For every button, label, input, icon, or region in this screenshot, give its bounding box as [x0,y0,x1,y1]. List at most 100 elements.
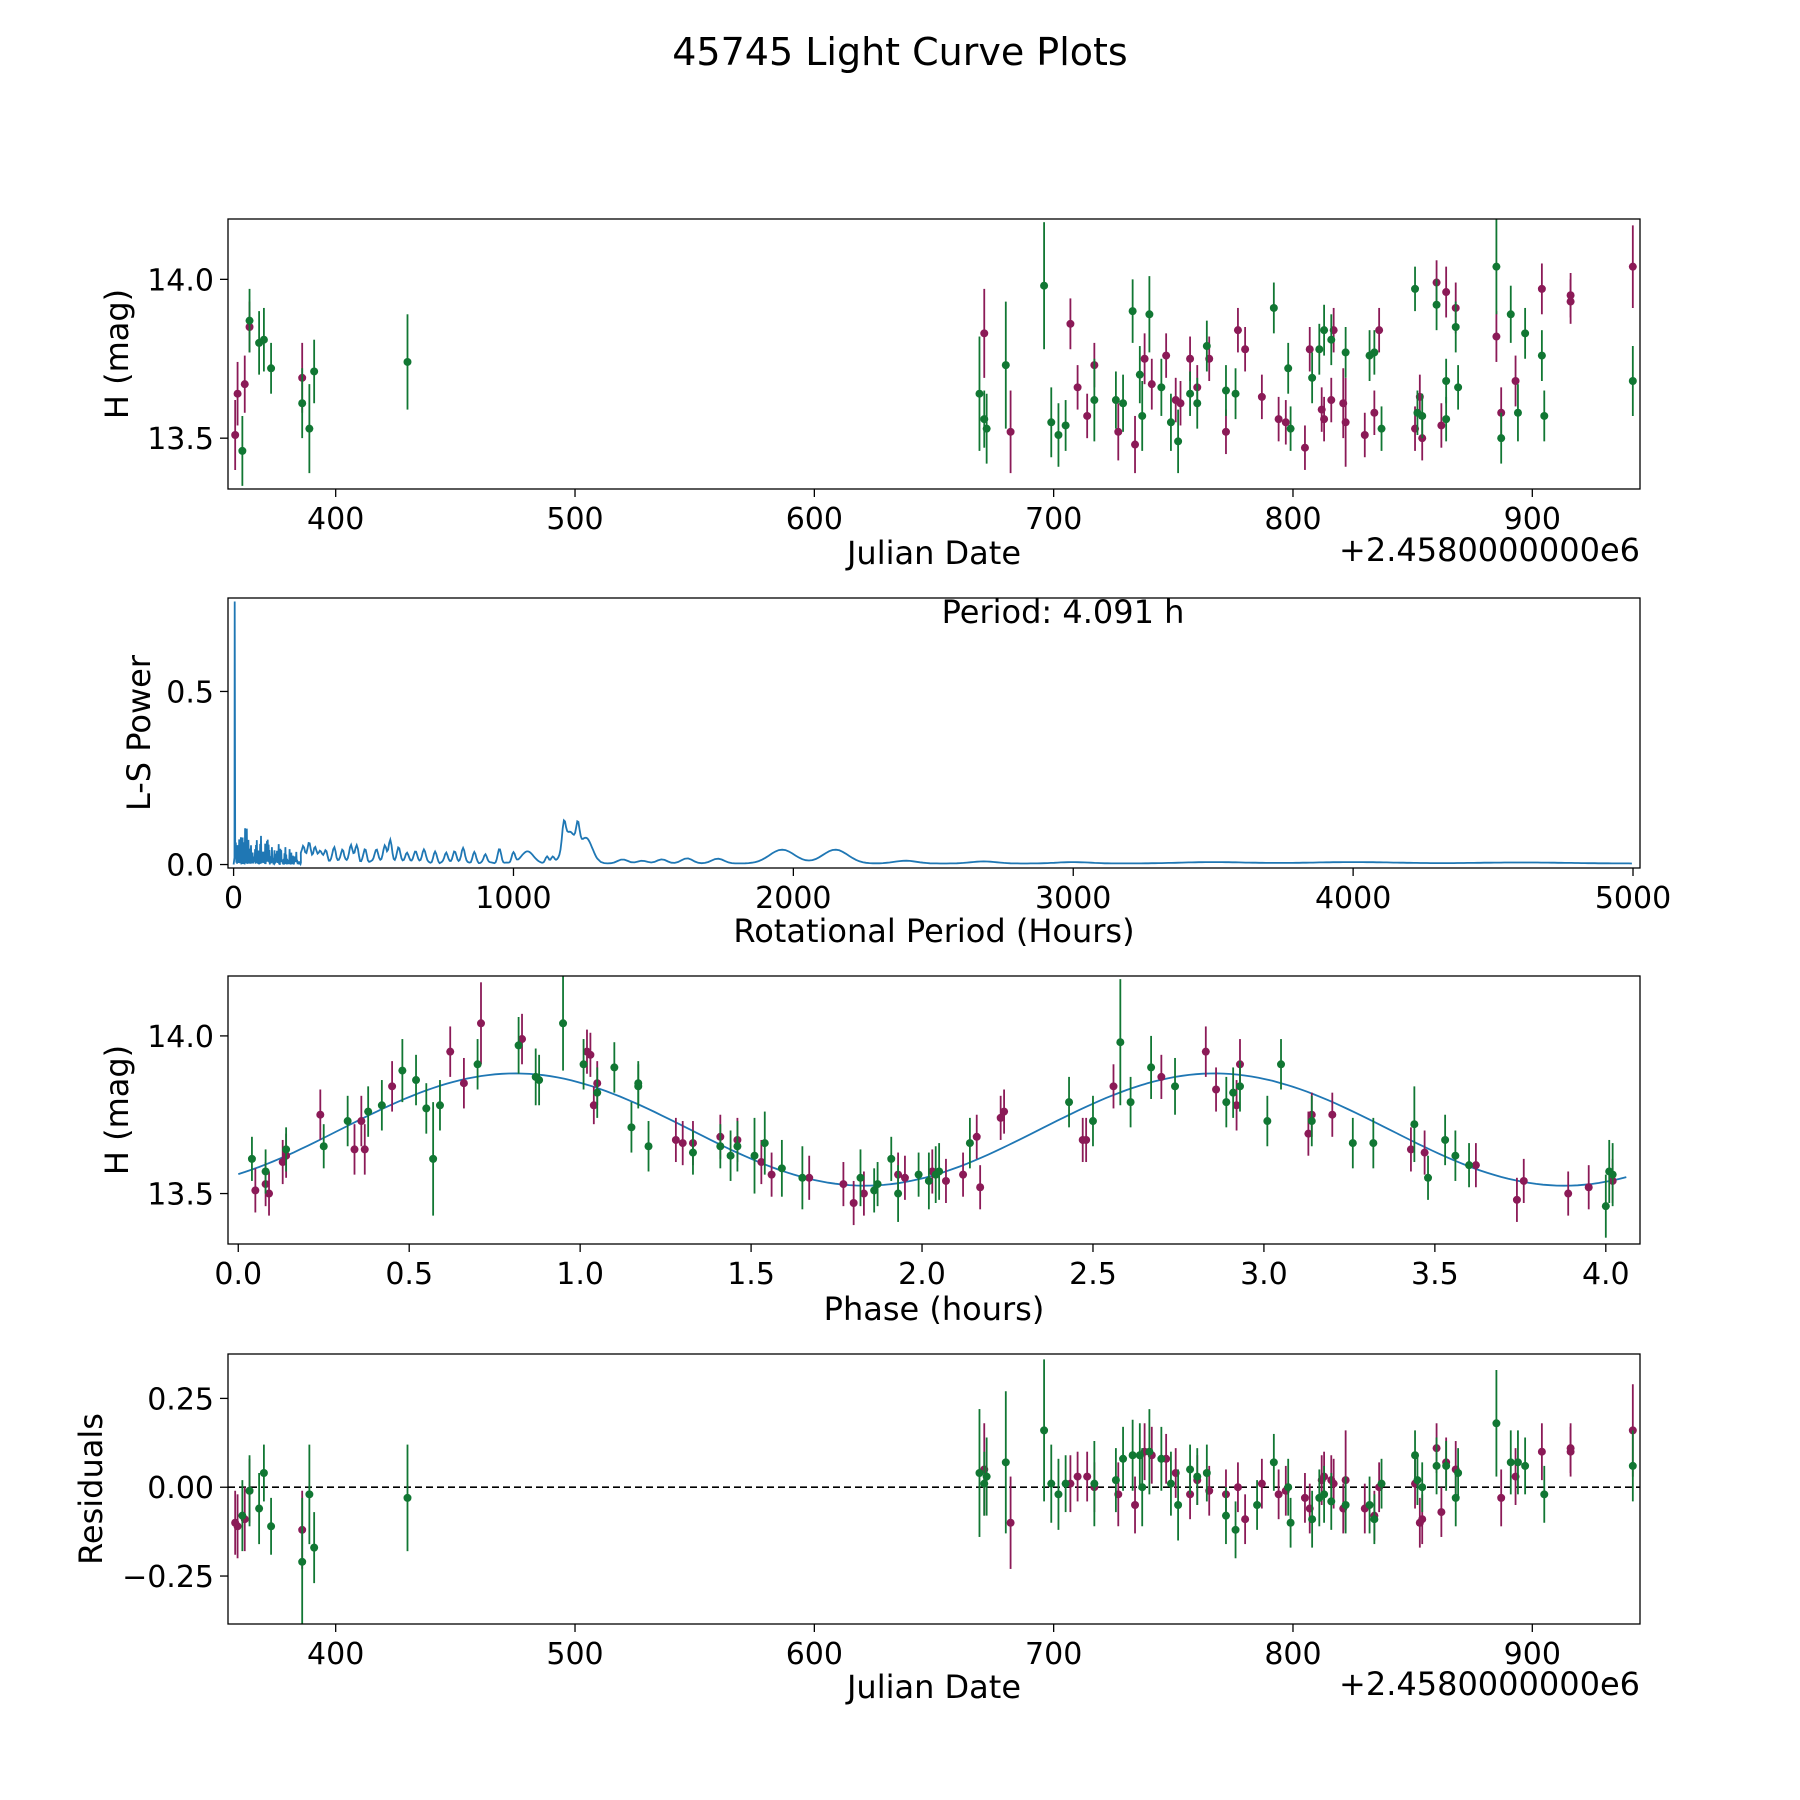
phased-point-green [514,1016,523,1074]
lightcurve-point-red [1537,263,1546,315]
residuals-x-ticks: 400 500 600 700 800 900 [307,1624,1561,1672]
periodogram-marks [232,601,1632,867]
lightcurve-point-red [1083,393,1092,439]
lightcurve-point-green [1492,219,1501,315]
residuals-point-red [1241,1494,1250,1545]
residuals-point-green [1090,1441,1099,1527]
lightcurve-point-green [1061,400,1070,451]
lightcurve-point-red [1140,333,1149,385]
phased-point-green [559,976,568,1071]
phased-point-red [1584,1165,1593,1210]
phased-point-green [364,1086,373,1137]
lightcurve-point-green [982,393,991,464]
lightcurve-point-red [1492,311,1501,362]
phased-point-red [1304,1111,1313,1156]
residuals-point-green [1193,1448,1202,1505]
phased-point-red [1201,1026,1210,1077]
phased-point-green [319,1124,328,1169]
lightcurve-point-green [1418,393,1427,439]
residuals-x-tick-label: 700 [1025,1637,1082,1672]
lightcurve-point-red [1147,358,1156,410]
residuals-point-green [1308,1490,1317,1548]
lightcurve-point-green [1001,301,1010,429]
lightcurve-point-green [1320,304,1329,356]
periodogram-y-ticks: 0.0 0.5 [166,675,228,884]
phased-point-green [1410,1086,1419,1163]
residuals-point-green [1506,1430,1515,1495]
residuals-point-red [1537,1423,1546,1481]
lightcurve-point-green [1174,409,1183,474]
periodogram-x-tick-label: 0 [224,881,243,916]
residuals-x-tick-label: 500 [546,1637,603,1672]
lightcurve-point-green [1432,279,1441,331]
figure-title: 45745 Light Curve Plots [672,30,1127,74]
phased-point-green [716,1124,725,1169]
phased-point-green [1171,1057,1180,1115]
lightcurve-point-green [1202,320,1211,372]
lightcurve-y-tick-label: 13.5 [147,422,214,457]
phased-point-green [1235,1061,1244,1112]
phased-x-ticks: 0.0 0.5 1.0 1.5 2.0 2.5 3.0 3.5 4.0 [214,1244,1630,1292]
lightcurve-point-red [1375,307,1384,353]
lightcurve-point-red [233,361,242,426]
periodogram-panel: 0 1000 2000 3000 4000 5000 0.0 0.5 Period: 4.0… [120,593,1671,950]
phased-point-green [644,1121,653,1172]
periodogram-y-tick-label: 0.0 [166,849,214,884]
phased-point-red [839,1162,848,1207]
lightcurve-point-green [1341,327,1350,378]
phased-x-tick-label: 2.5 [1069,1257,1117,1292]
lightcurve-point-red [1114,403,1123,461]
phased-point-green [610,1042,619,1093]
residuals-point-red [1437,1487,1446,1537]
residuals-point-green [1202,1444,1211,1502]
phased-x-tick-label: 3.0 [1240,1257,1288,1292]
lightcurve-point-green [1269,282,1278,334]
lightcurve-point-green [1513,384,1522,442]
lightcurve-point-red [1341,377,1350,467]
lightcurve-point-red [1006,390,1015,474]
residuals-point-red [1073,1451,1082,1502]
lightcurve-point-red [1274,396,1283,442]
residuals-point-green [1341,1476,1350,1534]
phased-point-green [894,1165,903,1222]
residuals-point-green [1327,1473,1336,1530]
phased-y-tick-label: 14.0 [147,1020,214,1055]
lightcurve-point-green [1135,346,1144,404]
residuals-point-red [1083,1451,1092,1502]
residuals-point-green [1418,1462,1427,1513]
residuals-point-green [305,1444,314,1545]
lightcurve-point-green [1231,368,1240,420]
lightcurve-x-tick-label: 400 [307,502,364,537]
residuals-point-green [1365,1476,1374,1534]
lightcurve-panel: 400 500 600 700 800 900 13.514.0 Julian Date … [98,218,1641,572]
phased-point-red [1512,1177,1521,1222]
lightcurve-point-red [980,288,989,378]
lightcurve-x-tick-label: 700 [1025,502,1082,537]
phased-point-green [1116,979,1125,1106]
phased-point-red [671,1117,680,1163]
residuals-point-green [1540,1465,1549,1523]
periodogram-x-tick-label: 5000 [1595,881,1671,916]
residuals-point-green [1054,1458,1063,1530]
lightcurve-point-red [1327,377,1336,423]
phased-point-green [1222,1076,1231,1128]
residuals-y-tick-label: −0.25 [122,1560,214,1595]
residuals-point-green [310,1512,319,1584]
lightcurve-point-green [1315,323,1324,375]
phased-point-red [251,1168,260,1213]
lightcurve-point-green [1284,342,1293,394]
phased-point-red [316,1089,325,1140]
residuals-point-green [1286,1497,1295,1548]
residuals-point-green [403,1444,412,1552]
phased-point-green [435,1080,444,1131]
phased-point-green [1065,1076,1074,1128]
periodogram-line [232,601,1632,867]
phased-point-green [1369,1117,1378,1169]
residuals-point-red [1131,1476,1140,1534]
phased-point-green [733,1121,742,1172]
phased-point-red [1109,1064,1118,1109]
residuals-point-green [1128,1419,1137,1491]
lightcurve-point-red [1511,355,1520,407]
residuals-point-green [1061,1455,1070,1513]
